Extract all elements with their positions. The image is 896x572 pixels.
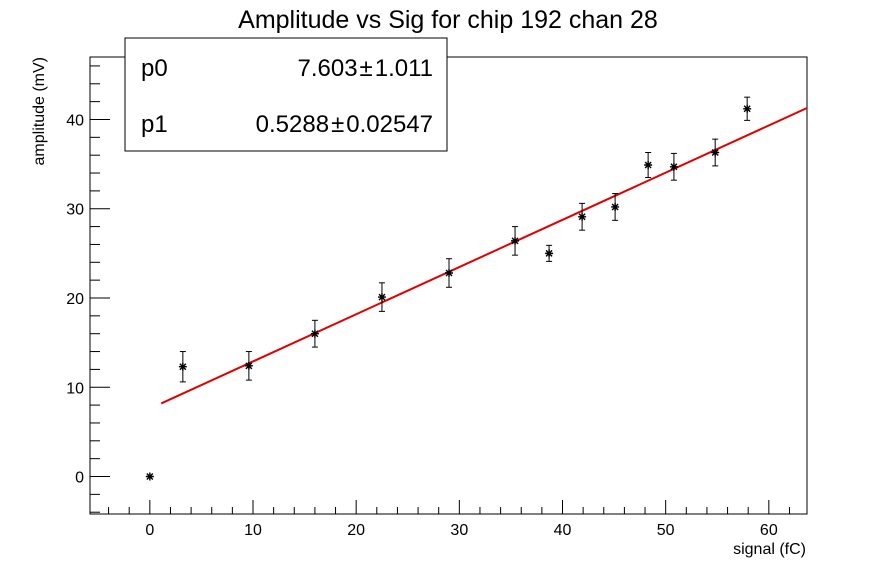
x-tick-label: 10 [244,522,262,539]
y-axis-label: amplitude (mV) [31,57,48,165]
data-point [145,472,154,481]
stats-row-p1-value: 0.5288±0.02547 [256,111,433,138]
x-tick-label: 60 [760,522,778,539]
y-tick-label: 10 [66,380,84,397]
point-marker [145,472,154,481]
y-tick-label: 40 [66,112,84,129]
data-point [711,138,720,167]
x-tick-label: 0 [145,522,154,539]
point-marker [711,148,720,157]
stats-box-frame [124,37,448,152]
point-marker [310,329,319,338]
stats-row-p0-value: 7.603±1.011 [297,55,433,82]
data-point [743,96,752,121]
data-point [310,319,319,348]
x-tick-label: 20 [347,522,365,539]
data-point [445,258,454,288]
data-point [578,202,587,231]
point-marker [669,162,678,171]
data-point [178,351,187,383]
stats-p0-pm: ± [360,55,373,82]
stats-row-p0-name: p0 [141,55,168,82]
y-tick-label: 30 [66,202,84,219]
point-marker [611,202,620,211]
stats-p0-error: 1.011 [375,55,433,82]
x-tick-label: 40 [554,522,572,539]
data-point [611,193,620,221]
data-point [511,226,520,256]
point-marker [244,361,253,370]
x-axis-label: signal (fC) [733,541,806,558]
data-point [377,282,386,312]
point-marker [743,104,752,113]
x-tick-label: 50 [657,522,675,539]
x-tick-label: 30 [450,522,468,539]
stats-p0-value: 7.603 [297,55,357,82]
stats-p1-pm: ± [331,111,344,138]
data-point [644,152,653,178]
stats-row-p1-name: p1 [141,111,168,138]
point-marker [445,269,454,278]
stats-box: p0 7.603±1.011 p1 0.5288±0.02547 [124,37,448,152]
plot-frame [89,56,808,515]
y-tick-label: 20 [66,291,84,308]
stats-p1-value: 0.5288 [256,111,329,138]
data-point [669,152,678,181]
point-marker [644,161,653,170]
point-marker [578,212,587,221]
point-marker [178,362,187,371]
stats-p1-error: 0.02547 [346,111,433,138]
data-points [145,96,752,481]
fit-line [160,107,808,405]
point-marker [545,249,554,258]
chart-title: Amplitude vs Sig for chip 192 chan 28 [238,6,658,34]
y-tick-label: 0 [75,470,84,487]
point-marker [377,293,386,302]
data-point [545,244,554,262]
x-axis: 0 10 20 30 40 50 60 [108,500,790,539]
data-point [244,351,253,381]
y-axis: 0 10 20 30 40 [66,65,110,513]
point-marker [511,236,520,245]
